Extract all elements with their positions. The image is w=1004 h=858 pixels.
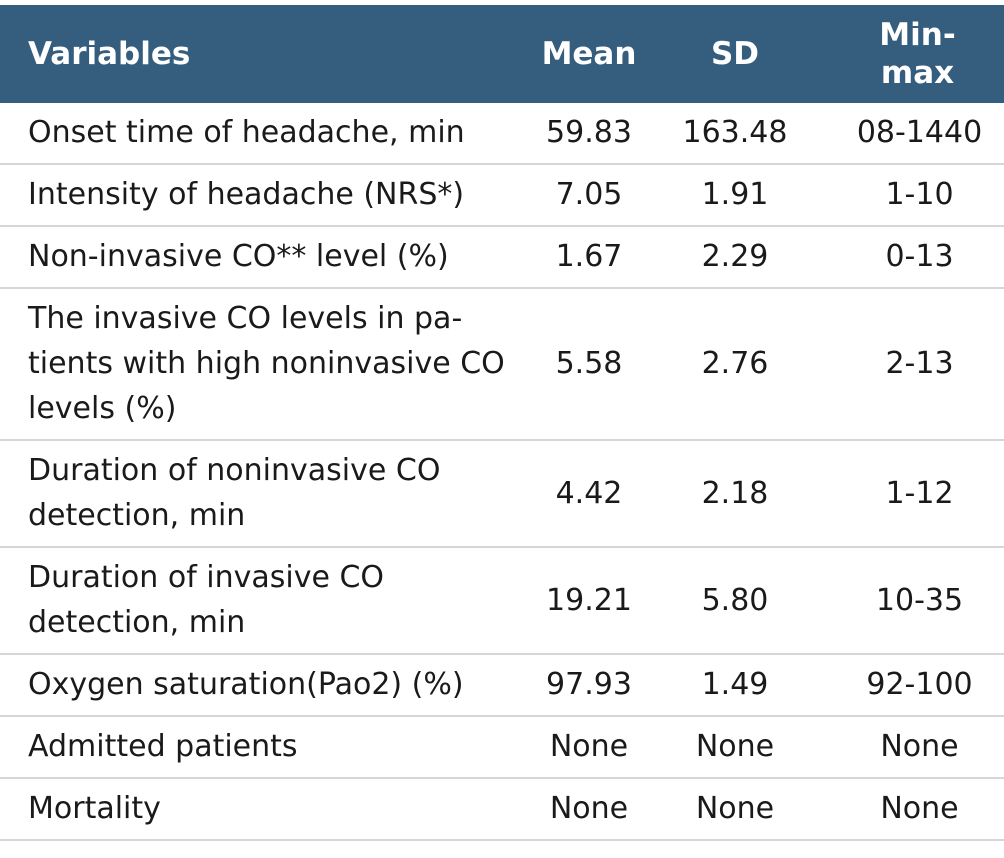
cell-mean: 59.83 [533,103,645,165]
cell-sd: 2.18 [645,440,825,548]
cell-mean: 7.05 [533,164,645,227]
cell-mean: 19.21 [533,547,645,655]
table-row: Admitted patients None None None [0,716,1004,779]
header-minmax: Min-max [879,17,956,91]
table-body: Onset time of headache, min 59.83 163.48… [0,103,1004,841]
table-row: Mortality None None None [0,778,1004,841]
cell-minmax: None [825,716,1004,779]
cell-minmax: 0-13 [825,226,1004,289]
table-row: Intensity of headache (NRS*) 7.05 1.91 1… [0,164,1004,227]
cell-sd: 2.29 [645,226,825,289]
cell-sd: 1.91 [645,164,825,227]
cell-mean: None [533,778,645,841]
table-header: Variables Mean SD Min-max [0,5,1004,103]
cell-variable: The invasive CO levels in pa-tients with… [0,288,533,441]
header-sd: SD [710,36,760,72]
cell-sd: None [645,778,825,841]
header-mean: Mean [541,36,637,72]
table-row: Non-invasive CO** level (%) 1.67 2.29 0-… [0,226,1004,289]
table-row: The invasive CO levels in pa-tients with… [0,288,1004,441]
header-row: Variables Mean SD Min-max [0,5,1004,103]
cell-mean: None [533,716,645,779]
cell-sd: 2.76 [645,288,825,441]
cell-variable: Non-invasive CO** level (%) [0,226,533,289]
table-row: Onset time of headache, min 59.83 163.48… [0,103,1004,165]
cell-minmax: 1-10 [825,164,1004,227]
table-row: Duration of noninvasive CO detection, mi… [0,440,1004,548]
table-row: Oxygen saturation(Pao2) (%) 97.93 1.49 9… [0,654,1004,717]
cell-minmax: 1-12 [825,440,1004,548]
cell-mean: 4.42 [533,440,645,548]
cell-variable: Intensity of headache (NRS*) [0,164,533,227]
cell-minmax: 92-100 [825,654,1004,717]
cell-mean: 97.93 [533,654,645,717]
cell-variable: Duration of invasive CO detection, min [0,547,533,655]
table-row: Duration of invasive CO detection, min 1… [0,547,1004,655]
cell-minmax: 08-1440 [825,103,1004,165]
cell-variable: Admitted patients [0,716,533,779]
cell-variable: Onset time of headache, min [0,103,533,165]
cell-minmax: 2-13 [825,288,1004,441]
table-container: Variables Mean SD Min-max Onset time of … [0,5,1004,841]
cell-sd: None [645,716,825,779]
cell-sd: 163.48 [645,103,825,165]
cell-variable: Mortality [0,778,533,841]
header-variables: Variables [28,36,191,72]
cell-mean: 5.58 [533,288,645,441]
cell-sd: 1.49 [645,654,825,717]
cell-variable: Oxygen saturation(Pao2) (%) [0,654,533,717]
cell-mean: 1.67 [533,226,645,289]
cell-minmax: None [825,778,1004,841]
statistics-table: Variables Mean SD Min-max Onset time of … [0,5,1004,841]
cell-sd: 5.80 [645,547,825,655]
cell-variable: Duration of noninvasive CO detection, mi… [0,440,533,548]
cell-minmax: 10-35 [825,547,1004,655]
